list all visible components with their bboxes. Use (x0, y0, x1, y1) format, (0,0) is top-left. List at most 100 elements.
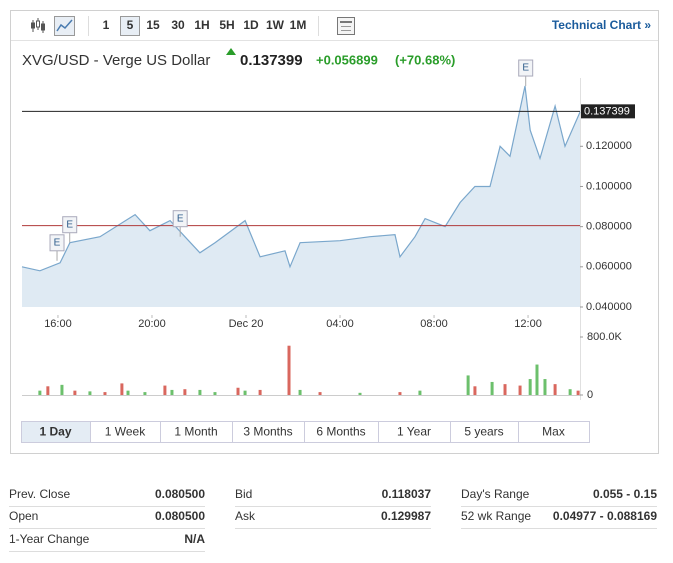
event-label: E (522, 63, 529, 74)
y-tick-label: 0.060000 (586, 261, 632, 273)
volume-bar (143, 392, 147, 395)
volume-bar (163, 385, 167, 395)
volume-bar (318, 392, 322, 395)
stat-value: 0.080500 (155, 487, 205, 501)
price-change-percent: (+70.68%) (395, 52, 455, 67)
range-button-label[interactable]: 1 Week (105, 425, 146, 439)
event-marker[interactable] (62, 216, 78, 234)
range-button-label[interactable]: 3 Months (243, 425, 292, 439)
x-tick-label: 08:00 (420, 318, 448, 330)
stat-value: 0.055 - 0.15 (593, 487, 657, 501)
technical-chart-link[interactable]: Technical Chart » (552, 18, 651, 32)
stat-label: Open (9, 509, 38, 523)
price-change: +0.056899 (316, 52, 378, 67)
range-button-label[interactable]: 5 years (464, 425, 503, 439)
volume-bar (298, 389, 302, 395)
volume-bar (503, 384, 507, 395)
last-price-label: 0.137399 (584, 105, 630, 117)
interval-button[interactable]: 1M (290, 18, 307, 32)
interval-button[interactable]: 30 (171, 18, 185, 32)
volume-bar (518, 385, 522, 395)
interval-button[interactable]: 15 (146, 18, 160, 32)
interval-button[interactable]: 1W (266, 18, 285, 32)
volume-bar (88, 391, 92, 395)
volume-bar (60, 384, 64, 395)
y-tick-label: 0.080000 (586, 221, 632, 233)
event-marker[interactable] (518, 59, 534, 77)
volume-bar (490, 381, 494, 395)
x-tick-label: 20:00 (138, 318, 166, 330)
last-price-box (581, 104, 635, 119)
volume-bar (120, 383, 124, 395)
event-marker[interactable] (49, 234, 65, 252)
volume-bar (398, 392, 402, 395)
volume-bar (243, 390, 247, 395)
volume-tick-label: 0 (587, 389, 593, 401)
range-button-label[interactable]: 1 Day (39, 425, 71, 439)
stat-value: 0.129987 (381, 509, 431, 523)
stat-label: 1-Year Change (9, 532, 90, 546)
volume-bar (358, 392, 362, 395)
stat-label: Bid (235, 487, 252, 501)
stat-label: Ask (235, 509, 256, 523)
range-button[interactable] (518, 421, 590, 443)
stat-label: Prev. Close (9, 487, 70, 501)
interval-button[interactable]: 5 (127, 18, 134, 32)
volume-tick-label: 800.0K (587, 331, 623, 343)
volume-bar (236, 387, 240, 395)
y-tick-label: 0.100000 (586, 180, 632, 192)
interval-button[interactable]: 1D (243, 18, 259, 32)
volume-bar (198, 389, 202, 395)
volume-bar (46, 386, 50, 395)
range-button-label[interactable]: Max (542, 425, 565, 439)
volume-bar (576, 390, 580, 395)
candle-icon[interactable] (31, 18, 45, 33)
volume-bar (126, 390, 130, 395)
volume-bar (553, 384, 557, 395)
event-marker[interactable] (172, 210, 188, 228)
line-icon-selected[interactable] (54, 16, 75, 36)
volume-bar (543, 379, 547, 395)
y-tick-label: 0.040000 (586, 301, 632, 313)
stat-value: 0.04977 - 0.088169 (553, 509, 657, 523)
volume-bar (258, 389, 262, 395)
range-button-label[interactable]: 1 Month (174, 425, 217, 439)
volume-bar (535, 364, 539, 395)
interval-selected[interactable] (120, 16, 140, 36)
settings-icon[interactable] (337, 17, 355, 35)
x-tick-label: Dec 20 (229, 318, 264, 330)
interval-button[interactable]: 1H (194, 18, 209, 32)
instrument-title: XVG/USD - Verge US Dollar (22, 52, 210, 69)
volume-bar (103, 392, 107, 395)
volume-bar (466, 375, 470, 395)
stat-value: N/A (184, 532, 205, 546)
x-tick-label: 04:00 (326, 318, 354, 330)
volume-bar (287, 345, 291, 395)
stat-label: Day's Range (461, 487, 530, 501)
volume-bar (183, 389, 187, 395)
stat-value: 0.080500 (155, 509, 205, 523)
interval-button[interactable]: 5H (219, 18, 234, 32)
volume-bar (213, 392, 217, 395)
volume-bar (568, 389, 572, 395)
volume-bar (38, 390, 42, 395)
x-tick-label: 16:00 (44, 318, 72, 330)
interval-button[interactable]: 1 (103, 18, 110, 32)
volume-bar (473, 386, 477, 395)
volume-bar (170, 389, 174, 395)
volume-bar (418, 390, 422, 395)
last-price: 0.137399 (240, 52, 303, 69)
range-button-label[interactable]: 6 Months (316, 425, 365, 439)
range-button-label[interactable]: 1 Year (397, 425, 431, 439)
event-label: E (177, 213, 184, 224)
event-label: E (66, 219, 73, 230)
price-line (21, 85, 581, 272)
stat-value: 0.118037 (382, 487, 432, 501)
y-tick-label: 0.120000 (586, 140, 632, 152)
event-label: E (54, 237, 61, 248)
price-area (22, 86, 580, 307)
line-icon (56, 19, 73, 32)
x-tick-label: 12:00 (514, 318, 542, 330)
up-arrow (226, 48, 236, 55)
